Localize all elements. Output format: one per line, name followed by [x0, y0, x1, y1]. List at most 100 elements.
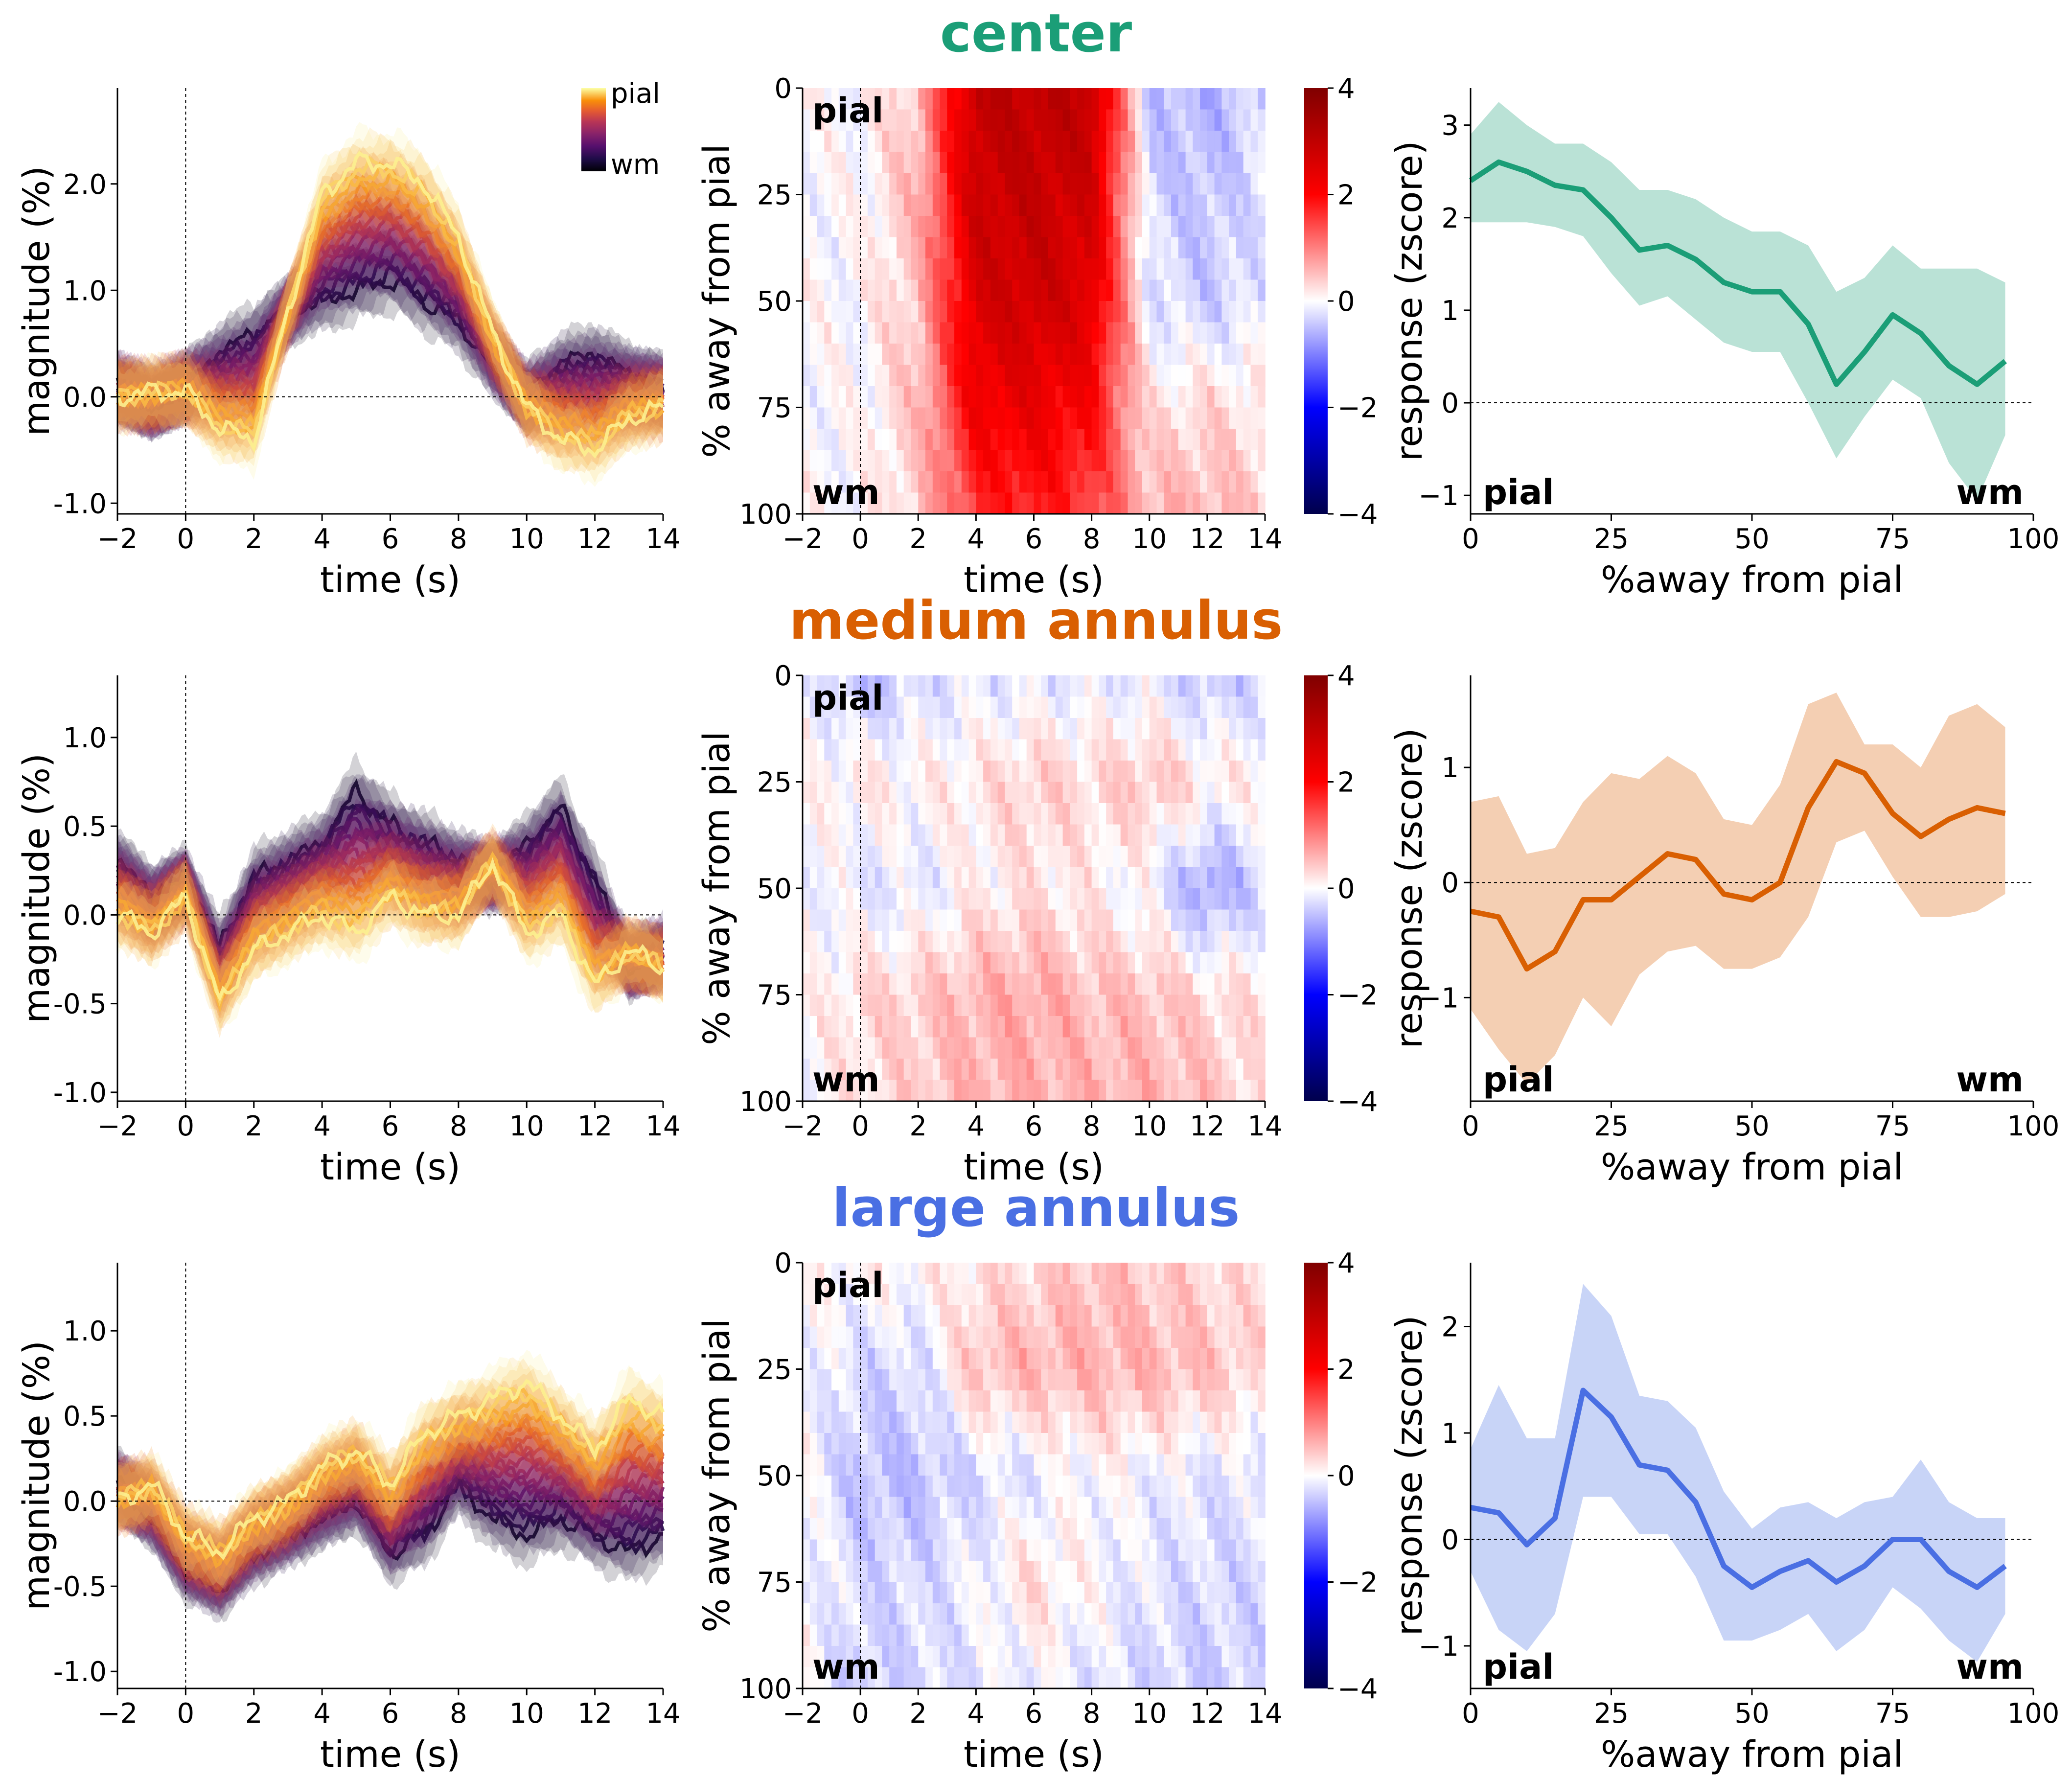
x-axis-label: %away from pial: [1601, 559, 1903, 601]
heatmap-cell: [925, 173, 933, 195]
heatmap-cell: [903, 803, 912, 825]
heatmap-cell: [1221, 909, 1229, 931]
heatmap-cell: [809, 1390, 818, 1412]
heatmap-cell: [1041, 1667, 1049, 1689]
heatmap-cell: [983, 1037, 991, 1059]
heatmap-cell: [1250, 492, 1259, 514]
heatmap-cell: [1041, 1263, 1049, 1285]
heatmap-cell: [1178, 1305, 1186, 1327]
heatmap-cell: [838, 429, 847, 451]
heatmap-cell: [1193, 1603, 1200, 1625]
heatmap-cell: [882, 888, 890, 910]
heatmap-cell: [1149, 386, 1157, 408]
heatmap-cell: [1164, 1646, 1172, 1668]
heatmap-cell: [947, 739, 955, 761]
heatmap-cell: [997, 1080, 1006, 1102]
heatmap-cell: [1005, 1454, 1013, 1476]
heatmap-cell: [817, 1369, 825, 1391]
heatmap-cell: [882, 301, 890, 323]
heatmap-cell: [1178, 867, 1186, 889]
heatmap-cell: [925, 888, 933, 910]
heatmap-cell: [1200, 237, 1208, 259]
heatmap-cell: [846, 216, 854, 238]
heatmap-cell: [1250, 888, 1259, 910]
heatmap-cell: [1091, 1454, 1100, 1476]
heatmap-cell: [803, 1646, 810, 1668]
x-tick-label: 8: [450, 523, 467, 555]
timecourse-band: [117, 177, 663, 444]
heatmap-cell: [875, 1476, 883, 1498]
heatmap-cell: [1200, 279, 1208, 301]
heatmap-cell: [1171, 1539, 1179, 1561]
heatmap-cell: [860, 1284, 868, 1306]
heatmap-cell: [940, 1646, 948, 1668]
heatmap-cell: [889, 867, 897, 889]
heatmap-cell: [1026, 888, 1035, 910]
x-tick-label: 12: [1190, 523, 1224, 555]
heatmap-cell: [1193, 237, 1200, 259]
heatmap-cell: [1055, 1411, 1063, 1433]
y-tick-label: 25: [757, 180, 792, 211]
heatmap-cell: [1048, 761, 1056, 783]
x-tick-label: 2: [245, 1110, 263, 1142]
heatmap-cell: [860, 1454, 868, 1476]
heatmap-cell: [940, 386, 948, 408]
heatmap-cell: [1034, 973, 1042, 995]
heatmap-cell: [809, 931, 818, 953]
heatmap-cell: [882, 696, 890, 718]
heatmap-cell: [1207, 803, 1215, 825]
heatmap-cell: [1135, 994, 1143, 1017]
heatmap-cell: [990, 407, 998, 429]
heatmap-cell: [803, 824, 810, 846]
heatmap-cell: [1034, 1582, 1042, 1604]
heatmap-cell: [918, 1411, 926, 1433]
heatmap-cell: [882, 109, 890, 131]
heatmap-cell: [824, 1411, 832, 1433]
heatmap-cell: [1156, 152, 1165, 174]
heatmap-cell: [1236, 1476, 1244, 1498]
heatmap-cell: [1106, 1603, 1114, 1625]
heatmap-cell: [1250, 1433, 1259, 1455]
heatmap-cell: [1258, 782, 1266, 804]
heatmap-cell: [903, 952, 912, 974]
heatmap-cell: [1055, 1518, 1063, 1540]
heatmap-cell: [1091, 258, 1100, 280]
heatmap-cell: [1012, 258, 1020, 280]
heatmap-cell: [1084, 846, 1092, 868]
heatmap-cell: [1258, 1646, 1266, 1668]
heatmap-cell: [867, 761, 875, 783]
heatmap-cell: [1214, 1454, 1222, 1476]
heatmap-cell: [875, 365, 883, 387]
timecourse-band: [117, 151, 663, 459]
heatmap-cell: [1077, 1037, 1085, 1059]
heatmap-cell: [911, 1305, 919, 1327]
heatmap-cell: [1099, 1263, 1106, 1285]
heatmap-cell: [983, 1497, 991, 1519]
heatmap-cell: [903, 1284, 912, 1306]
heatmap-cell: [875, 386, 883, 408]
heatmap-cell: [882, 492, 890, 514]
heatmap-cell: [1026, 1016, 1035, 1038]
x-tick-label: 2: [245, 1698, 263, 1730]
heatmap-cell: [1106, 258, 1114, 280]
heatmap-cell: [1034, 471, 1042, 493]
heatmap-cell: [1128, 994, 1136, 1017]
heatmap-cell: [897, 258, 904, 280]
heatmap-cell: [867, 803, 875, 825]
heatmap-cell: [940, 1603, 948, 1625]
heatmap-cell: [1185, 1080, 1194, 1102]
heatmap-cell: [1207, 1411, 1215, 1433]
heatmap-cell: [1070, 1518, 1078, 1540]
heatmap-cell: [1055, 237, 1063, 259]
heatmap-cell: [911, 1539, 919, 1561]
heatmap-cell: [1164, 1518, 1172, 1540]
heatmap-cell: [817, 909, 825, 931]
heatmap-cell: [838, 1624, 847, 1646]
heatmap-cell: [932, 365, 941, 387]
heatmap-cell: [1258, 471, 1266, 493]
heatmap-cell: [1113, 322, 1121, 344]
heatmap-cell: [1026, 1080, 1035, 1102]
heatmap-cell: [817, 1037, 825, 1059]
heatmap-cell: [1135, 888, 1143, 910]
